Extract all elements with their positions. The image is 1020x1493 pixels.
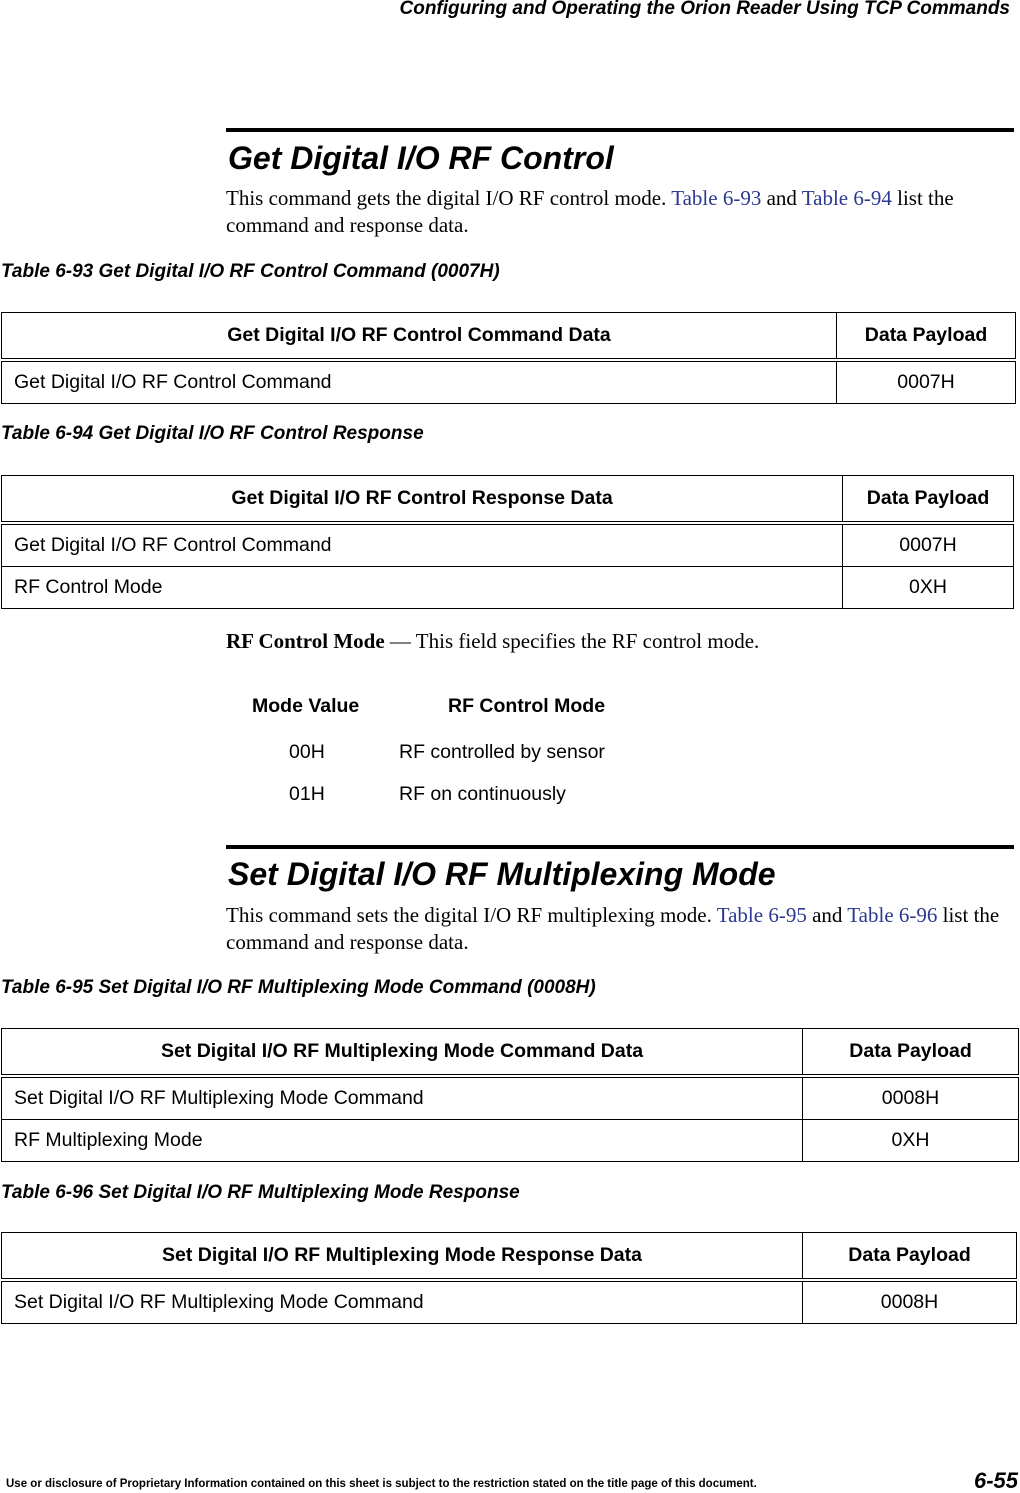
table-link[interactable]: Table 6-93: [671, 186, 762, 210]
mode-desc: RF on continuously: [399, 783, 566, 805]
column-header: Data Payload: [836, 312, 1016, 362]
column-header: Set Digital I/O RF Multiplexing Mode Res…: [1, 1232, 803, 1282]
cell-data: RF Multiplexing Mode: [1, 1119, 803, 1162]
cell-payload: 0007H: [836, 359, 1016, 404]
section-body: This command sets the digital I/O RF mul…: [226, 902, 1016, 956]
body-text: and: [761, 186, 802, 210]
mode-value: 01H: [289, 783, 325, 805]
column-header: Get Digital I/O RF Control Command Data: [1, 312, 837, 362]
table-caption: Table 6-93 Get Digital I/O RF Control Co…: [1, 261, 500, 282]
table-link[interactable]: Table 6-95: [716, 903, 807, 927]
mode-header-value: Mode Value: [252, 695, 360, 717]
body-text: This command sets the digital I/O RF mul…: [226, 903, 717, 927]
table-header-row: Get Digital I/O RF Control Response Data…: [1, 475, 1014, 525]
mode-header-mode: RF Control Mode: [448, 695, 606, 717]
cell-data: Set Digital I/O RF Multiplexing Mode Com…: [1, 1075, 803, 1120]
body-text: This command gets the digital I/O RF con…: [226, 186, 672, 210]
table-row: Get Digital I/O RF Control Command 0007H: [1, 522, 1014, 567]
running-header: Configuring and Operating the Orion Read…: [399, 0, 1011, 19]
table-header-row: Set Digital I/O RF Multiplexing Mode Com…: [1, 1028, 1019, 1078]
table-row: Get Digital I/O RF Control Command 0007H: [1, 359, 1016, 404]
cell-data: Set Digital I/O RF Multiplexing Mode Com…: [1, 1279, 803, 1324]
table-caption: Table 6-94 Get Digital I/O RF Control Re…: [1, 423, 424, 444]
column-header: Data Payload: [842, 475, 1014, 525]
table-6-94: Get Digital I/O RF Control Response Data…: [1, 475, 1014, 609]
field-term: RF Control Mode: [226, 629, 385, 653]
table-header-row: Set Digital I/O RF Multiplexing Mode Res…: [1, 1232, 1017, 1282]
body-text: list the command and response data.: [226, 903, 1000, 954]
cell-payload: 0XH: [802, 1119, 1019, 1162]
field-desc: — This field specifies the RF control mo…: [384, 629, 760, 653]
section-rule: [226, 128, 1014, 132]
cell-data: Get Digital I/O RF Control Command: [1, 522, 843, 567]
mode-desc: RF controlled by sensor: [399, 741, 605, 763]
table-caption: Table 6-95 Set Digital I/O RF Multiplexi…: [1, 977, 596, 998]
body-text: list the command and response data.: [226, 186, 954, 237]
field-description: RF Control Mode — This field specifies t…: [226, 628, 1016, 655]
table-row: RF Multiplexing Mode 0XH: [1, 1119, 1019, 1162]
table-6-93: Get Digital I/O RF Control Command Data D…: [1, 312, 1016, 404]
table-header-row: Get Digital I/O RF Control Command Data D…: [1, 312, 1016, 362]
column-header: Set Digital I/O RF Multiplexing Mode Com…: [1, 1028, 803, 1078]
table-6-95: Set Digital I/O RF Multiplexing Mode Com…: [1, 1028, 1019, 1162]
section-rule: [226, 845, 1014, 849]
cell-payload: 0008H: [802, 1075, 1019, 1120]
table-caption: Table 6-96 Set Digital I/O RF Multiplexi…: [1, 1182, 520, 1203]
body-text: and: [806, 903, 848, 927]
table-link[interactable]: Table 6-96: [847, 903, 938, 927]
column-header: Data Payload: [802, 1028, 1019, 1078]
mode-value: 00H: [289, 741, 325, 763]
section-title: Set Digital I/O RF Multiplexing Mode: [228, 856, 776, 892]
cell-payload: 0007H: [842, 522, 1014, 567]
table-row: RF Control Mode 0XH: [1, 566, 1014, 609]
cell-payload: 0008H: [802, 1279, 1017, 1324]
section-body: This command gets the digital I/O RF con…: [226, 185, 1016, 239]
table-row: Set Digital I/O RF Multiplexing Mode Com…: [1, 1075, 1019, 1120]
table-link[interactable]: Table 6-94: [801, 186, 892, 210]
table-6-96: Set Digital I/O RF Multiplexing Mode Res…: [1, 1232, 1017, 1324]
cell-payload: 0XH: [842, 566, 1014, 609]
column-header: Get Digital I/O RF Control Response Data: [1, 475, 843, 525]
footer-notice: Use or disclosure of Proprietary Informa…: [6, 1478, 757, 1490]
cell-data: RF Control Mode: [1, 566, 843, 609]
section-title: Get Digital I/O RF Control: [228, 140, 614, 176]
page-number: 6-55: [973, 1468, 1018, 1493]
table-row: Set Digital I/O RF Multiplexing Mode Com…: [1, 1279, 1017, 1324]
cell-data: Get Digital I/O RF Control Command: [1, 359, 837, 404]
column-header: Data Payload: [802, 1232, 1017, 1282]
